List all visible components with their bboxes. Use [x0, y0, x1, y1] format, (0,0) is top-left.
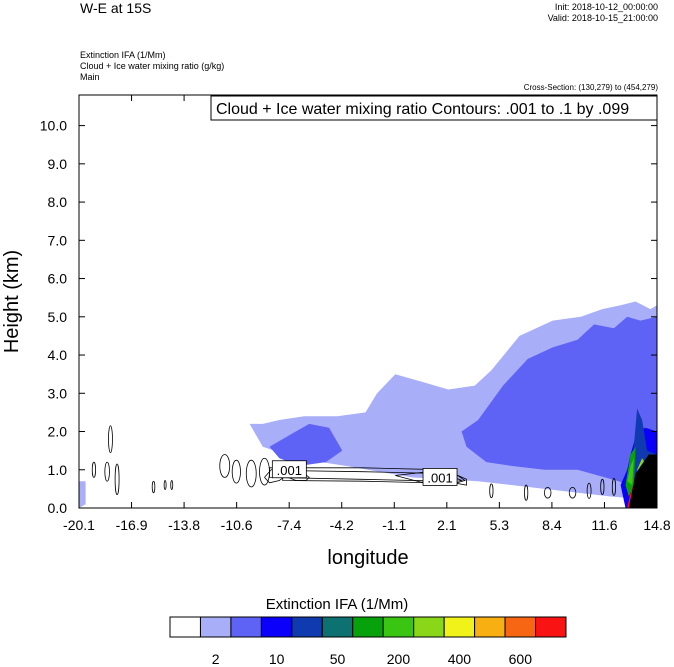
colorbar-label: 600 — [508, 651, 532, 667]
x-axis-label: longitude — [327, 547, 408, 569]
y-tick-label: 6.0 — [48, 271, 68, 287]
y-tick-label: 1.0 — [48, 462, 68, 478]
y-tick-label: 7.0 — [48, 232, 68, 248]
y-axis-label: Height (km) — [1, 250, 23, 353]
extinction-region — [461, 316, 657, 501]
x-tick-label: -10.6 — [221, 517, 253, 533]
colorbar-label: 10 — [268, 651, 285, 667]
colorbar-box — [169, 616, 201, 638]
colorbar-box — [352, 616, 384, 638]
contour-line — [568, 486, 577, 499]
colorbar — [169, 616, 567, 638]
x-tick-label: -1.1 — [382, 517, 406, 533]
colorbar-title: Extinction IFA (1/Mm) — [265, 596, 409, 613]
colorbar-box — [474, 616, 506, 638]
plot-title: W-E at 15S — [80, 0, 152, 16]
field-label-mixing-ratio: Cloud + Ice water mixing ratio (g/kg) — [80, 61, 225, 71]
contour-line — [114, 463, 120, 496]
contour-label: .001 — [277, 463, 302, 478]
contour-line — [611, 478, 616, 496]
contour-line — [231, 459, 241, 484]
contour-label-box — [422, 468, 458, 486]
colorbar-box — [443, 616, 476, 638]
contour-line — [586, 482, 592, 499]
contour-label: .001 — [427, 470, 452, 485]
y-tick-label: 0.0 — [48, 500, 68, 516]
colorbar-box — [321, 616, 354, 638]
colorbar-box — [413, 616, 445, 638]
contour-line — [163, 480, 167, 491]
colorbar-box — [382, 616, 415, 638]
x-tick-label: 5.3 — [490, 517, 510, 533]
field-label-extinction: Extinction IFA (1/Mm) — [80, 50, 166, 60]
colorbar-box — [230, 616, 262, 638]
contour-line — [245, 459, 257, 488]
valid-time: Valid: 2018-10-15_21:00:00 — [547, 13, 658, 23]
y-tick-label: 3.0 — [48, 385, 68, 401]
x-tick-label: 2.1 — [437, 517, 457, 533]
x-tick-label: -16.9 — [116, 517, 148, 533]
y-tick-label: 9.0 — [48, 156, 68, 172]
x-tick-label: -13.8 — [168, 517, 200, 533]
y-tick-label: 2.0 — [48, 424, 68, 440]
contour-line — [524, 484, 529, 501]
x-tick-label: 14.8 — [643, 517, 670, 533]
colorbar-box — [260, 616, 293, 638]
cross-section-label: Cross-Section: (130,279) to (454,279) — [523, 83, 658, 92]
colorbar-label: 2 — [211, 651, 220, 667]
colorbar-label: 50 — [329, 651, 346, 667]
contour-labels: Cloud + Ice water mixing ratio Contours:… — [210, 95, 658, 486]
colorbar-box — [199, 616, 232, 638]
contour-line — [170, 480, 174, 491]
terrain-region — [628, 454, 657, 508]
contour-line — [219, 454, 231, 478]
init-time: Init: 2018-10-12_00:00:00 — [554, 2, 658, 12]
contour-label-box — [271, 460, 307, 479]
contour-line — [489, 483, 494, 499]
extinction-region — [269, 423, 343, 466]
contour-line — [104, 461, 110, 482]
contour-line — [151, 480, 156, 494]
colorbar-box — [535, 616, 567, 638]
contour-info-text: Cloud + Ice water mixing ratio Contours:… — [216, 101, 629, 118]
colorbar-box — [504, 616, 537, 638]
x-tick-label: -7.4 — [277, 517, 301, 533]
x-tick-label: 8.4 — [542, 517, 562, 533]
colorbar-label: 400 — [447, 651, 472, 667]
field-label-main: Main — [80, 72, 100, 82]
plot-frame — [78, 94, 658, 509]
extinction-region — [627, 458, 634, 486]
y-tick-label: 4.0 — [48, 347, 68, 363]
y-tick-label: 10.0 — [40, 118, 67, 134]
x-tick-label: 11.6 — [591, 517, 617, 533]
colorbar-label: 200 — [386, 651, 411, 667]
plot-axes: -20.1 -16.9 -13.8 -10.6 -7.4 -4.2 -1.1 2.1 5.3 8.… — [1, 94, 671, 569]
colorbar-box — [291, 616, 323, 638]
extinction-region — [79, 481, 86, 508]
y-tick-label: 8.0 — [48, 194, 68, 210]
contour-info-box — [210, 95, 658, 121]
x-tick-label: -4.2 — [330, 517, 354, 533]
x-tick-label: -20.1 — [63, 517, 95, 533]
extinction-shading — [79, 301, 657, 508]
contour-line — [108, 425, 113, 453]
contour-line — [600, 478, 605, 496]
contour-line — [543, 486, 552, 499]
y-tick-label: 5.0 — [48, 309, 68, 325]
contour-line — [91, 461, 96, 478]
